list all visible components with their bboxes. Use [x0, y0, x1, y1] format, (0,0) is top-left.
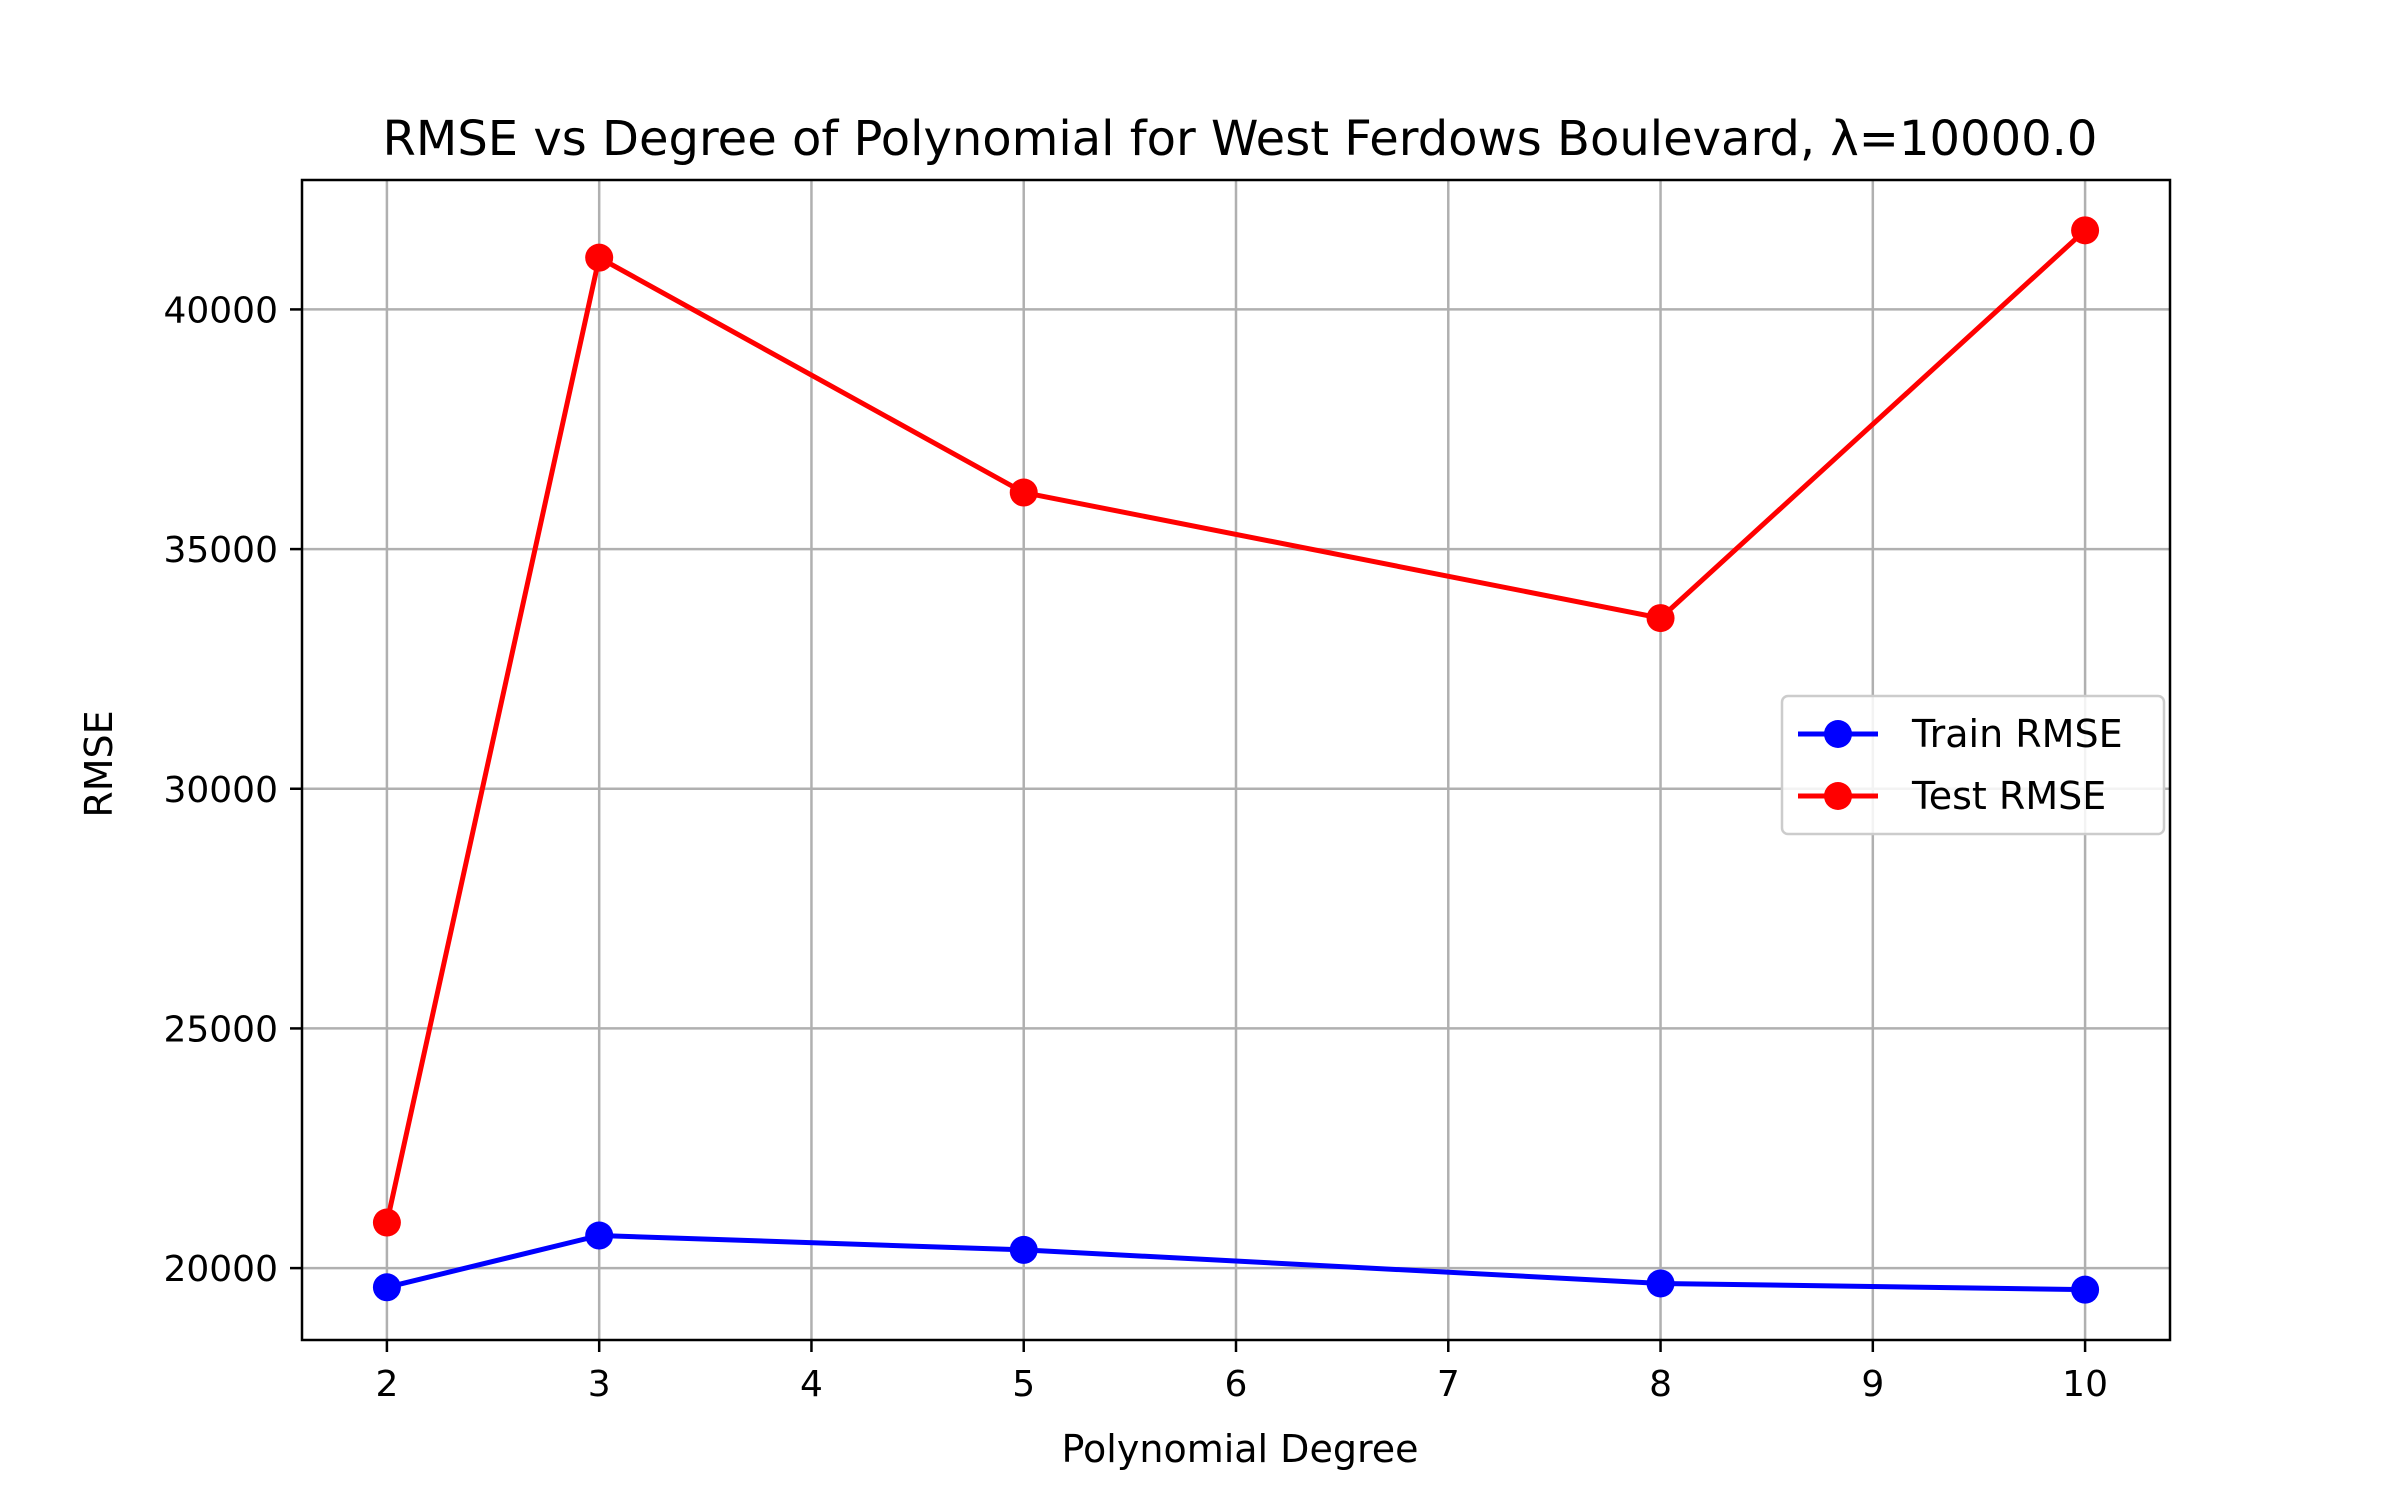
train-rmse-point	[1009, 1235, 1038, 1264]
legend: Train RMSE Test RMSE	[1780, 694, 2166, 836]
legend-box	[1780, 694, 2166, 836]
test-rmse-point	[2071, 216, 2100, 245]
test-rmse-point	[1009, 478, 1038, 507]
series-layer	[372, 216, 2100, 1304]
y-tick-label: 40000	[163, 290, 278, 331]
train-rmse-point	[2071, 1275, 2100, 1304]
ticks: 2 3 4 5 6 7 8 9 10 20000 25000 30000 35000 40000	[163, 290, 2108, 1405]
x-tick-label: 5	[1012, 1364, 1035, 1405]
x-tick-label: 7	[1437, 1364, 1460, 1405]
x-tick-label: 8	[1649, 1364, 1672, 1405]
plot-frame	[300, 178, 2172, 1342]
y-axis-label: RMSE	[77, 710, 121, 817]
x-tick-label: 3	[588, 1364, 611, 1405]
legend-test-rmse-label: Test RMSE	[1911, 774, 2106, 818]
test-rmse-point	[585, 243, 614, 272]
y-tick-label: 30000	[163, 770, 278, 811]
train-rmse-point	[585, 1221, 614, 1250]
y-tick-label: 35000	[163, 530, 278, 571]
y-tick-label: 20000	[163, 1249, 278, 1290]
train-rmse-point	[372, 1273, 401, 1302]
test-rmse-point	[372, 1208, 401, 1237]
x-axis-label: Polynomial Degree	[1062, 1427, 1419, 1471]
test-rmse-point	[1646, 604, 1675, 633]
legend-test-rmse-marker	[1824, 782, 1852, 810]
x-tick-label: 10	[2062, 1364, 2108, 1405]
train-rmse-point	[1646, 1269, 1675, 1298]
x-tick-label: 9	[1861, 1364, 1884, 1405]
x-tick-label: 2	[375, 1364, 398, 1405]
x-tick-label: 6	[1225, 1364, 1248, 1405]
x-tick-label: 4	[800, 1364, 823, 1405]
y-tick-label: 25000	[163, 1009, 278, 1050]
chart-title: RMSE vs Degree of Polynomial for West Fe…	[383, 111, 2098, 167]
legend-train-rmse-marker	[1824, 720, 1852, 748]
legend-train-rmse-label: Train RMSE	[1911, 712, 2123, 756]
